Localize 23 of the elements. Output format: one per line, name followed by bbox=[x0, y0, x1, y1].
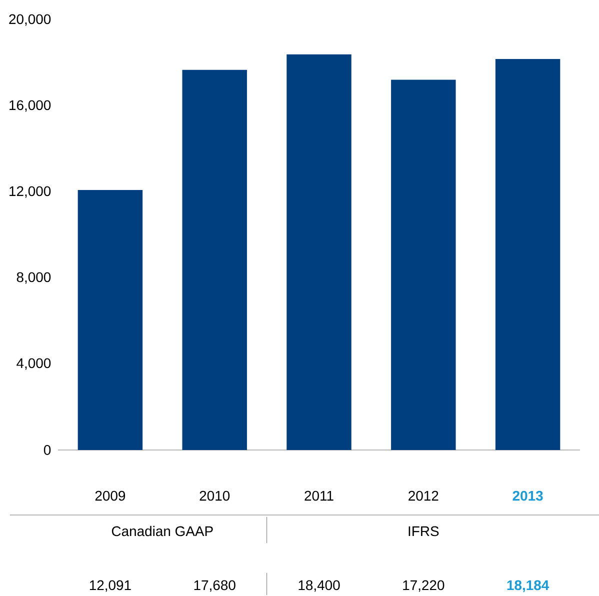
data-label: 18,184 bbox=[507, 580, 550, 592]
y-tick-label: 4,000 bbox=[16, 358, 51, 370]
text: Canadian GAAP bbox=[112, 526, 213, 536]
y-tick-label: 8,000 bbox=[16, 272, 51, 284]
bar bbox=[182, 70, 247, 450]
data-label: 17,680 bbox=[194, 580, 236, 592]
x-tick-label: 2009 bbox=[95, 490, 126, 501]
bar bbox=[391, 80, 456, 450]
y-tick-label: 12,000 bbox=[10, 186, 51, 198]
bar bbox=[286, 54, 352, 450]
text: IFRS bbox=[408, 526, 439, 536]
y-tick-label: 16,000 bbox=[10, 100, 51, 112]
y-tick-label: 0 bbox=[44, 445, 51, 455]
x-tick-label: 2013 bbox=[512, 490, 543, 501]
y-tick-label: 20,000 bbox=[9, 14, 51, 26]
x-tick-label: 2010 bbox=[200, 490, 230, 501]
bar bbox=[78, 190, 143, 450]
bar bbox=[495, 59, 560, 450]
x-tick-label: 2012 bbox=[408, 490, 438, 501]
data-label: 18,400 bbox=[298, 580, 340, 592]
data-label: 12,091 bbox=[90, 580, 131, 592]
x-tick-label: 2011 bbox=[304, 490, 334, 501]
data-label: 17,220 bbox=[403, 580, 444, 592]
